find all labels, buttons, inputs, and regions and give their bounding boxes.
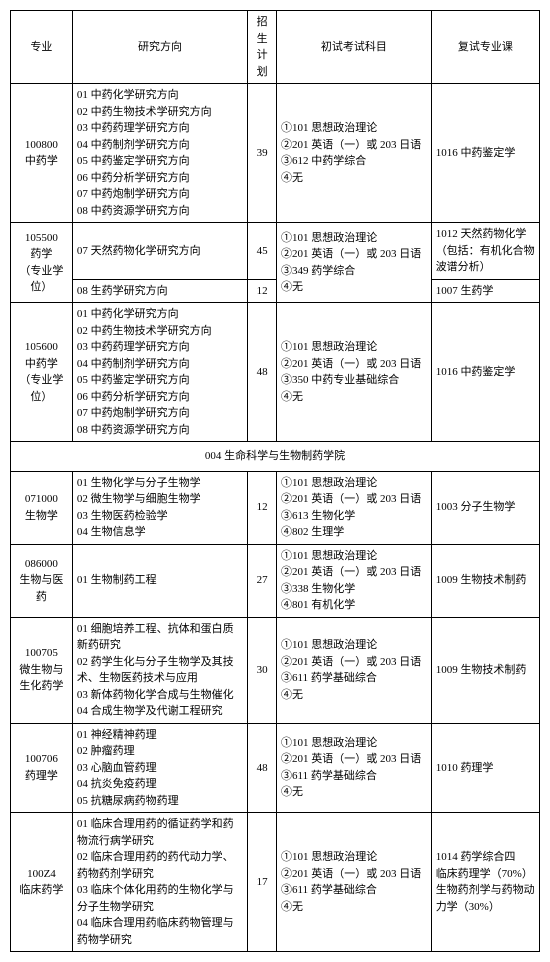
cell-major: 100800中药学 — [11, 84, 73, 223]
cell-exam: ①101 思想政治理论②201 英语（一）或 203 日语③338 生物化学④8… — [277, 544, 432, 617]
cell-direction: 01 临床合理用药的循证药学和药物流行病学研究02 临床合理用药的药代动力学、药… — [72, 813, 247, 952]
header-row: 专业 研究方向 招生计划 初试考试科目 复试专业课 — [11, 11, 540, 84]
cell-major: 100706药理学 — [11, 723, 73, 813]
cell-major: 071000生物学 — [11, 471, 73, 544]
cell-plan: 17 — [248, 813, 277, 952]
cell-course: 1014 药学综合四临床药理学（70%）生物药剂学与药物动力学（30%） — [431, 813, 539, 952]
cell-exam: ①101 思想政治理论②201 英语（一）或 203 日语③612 中药学综合④… — [277, 84, 432, 223]
table-row: 105600中药学（专业学位）01 中药化学研究方向02 中药生物技术学研究方向… — [11, 303, 540, 442]
cell-direction: 07 天然药物化学研究方向 — [72, 223, 247, 280]
table-row: 08 生药学研究方向12 1007 生药学 — [11, 279, 540, 303]
cell-direction: 01 生物制药工程 — [72, 544, 247, 617]
cell-exam: ①101 思想政治理论②201 英语（一）或 203 日语③611 药学基础综合… — [277, 617, 432, 723]
cell-plan: 27 — [248, 544, 277, 617]
cell-exam: ①101 思想政治理论②201 英语（一）或 203 日语③349 药学综合④无 — [277, 223, 432, 303]
header-major: 专业 — [11, 11, 73, 84]
table-row: 086000生物与医药01 生物制药工程27①101 思想政治理论②201 英语… — [11, 544, 540, 617]
cell-direction: 01 中药化学研究方向02 中药生物技术学研究方向03 中药药理学研究方向04 … — [72, 84, 247, 223]
cell-direction: 01 中药化学研究方向02 中药生物技术学研究方向03 中药药理学研究方向04 … — [72, 303, 247, 442]
cell-course: 1010 药理学 — [431, 723, 539, 813]
cell-plan: 39 — [248, 84, 277, 223]
cell-course: 1016 中药鉴定学 — [431, 84, 539, 223]
cell-plan: 30 — [248, 617, 277, 723]
cell-major: 100705微生物与生化药学 — [11, 617, 73, 723]
header-direction: 研究方向 — [72, 11, 247, 84]
header-plan: 招生计划 — [248, 11, 277, 84]
cell-direction: 01 神经精神药理02 肿瘤药理03 心脑血管药理04 抗炎免疫药理05 抗糖尿… — [72, 723, 247, 813]
cell-plan: 12 — [248, 471, 277, 544]
table-row: 100706药理学01 神经精神药理02 肿瘤药理03 心脑血管药理04 抗炎免… — [11, 723, 540, 813]
cell-plan: 45 — [248, 223, 277, 280]
cell-plan: 12 — [248, 279, 277, 303]
cell-major: 105500药学（专业学位） — [11, 223, 73, 303]
cell-exam: ①101 思想政治理论②201 英语（一）或 203 日语③350 中药专业基础… — [277, 303, 432, 442]
header-course: 复试专业课 — [431, 11, 539, 84]
cell-course: 1003 分子生物学 — [431, 471, 539, 544]
cell-course: 1007 生药学 — [431, 279, 539, 303]
cell-course: 1009 生物技术制药 — [431, 544, 539, 617]
table-row: 100800中药学01 中药化学研究方向02 中药生物技术学研究方向03 中药药… — [11, 84, 540, 223]
cell-major: 086000生物与医药 — [11, 544, 73, 617]
cell-direction: 08 生药学研究方向 — [72, 279, 247, 303]
cell-exam: ①101 思想政治理论②201 英语（一）或 203 日语③611 药学基础综合… — [277, 813, 432, 952]
table-row: 105500药学（专业学位）07 天然药物化学研究方向45①101 思想政治理论… — [11, 223, 540, 280]
cell-exam: ①101 思想政治理论②201 英语（一）或 203 日语③611 药学基础综合… — [277, 723, 432, 813]
cell-plan: 48 — [248, 723, 277, 813]
cell-course: 1009 生物技术制药 — [431, 617, 539, 723]
cell-plan: 48 — [248, 303, 277, 442]
cell-course: 1016 中药鉴定学 — [431, 303, 539, 442]
cell-exam: ①101 思想政治理论②201 英语（一）或 203 日语③613 生物化学④8… — [277, 471, 432, 544]
section-title: 004 生命科学与生物制药学院 — [11, 442, 540, 472]
admissions-table: 专业 研究方向 招生计划 初试考试科目 复试专业课 100800中药学01 中药… — [10, 10, 540, 952]
header-exam: 初试考试科目 — [277, 11, 432, 84]
cell-major: 105600中药学（专业学位） — [11, 303, 73, 442]
table-row: 100705微生物与生化药学01 细胞培养工程、抗体和蛋白质新药研究02 药学生… — [11, 617, 540, 723]
section-divider: 004 生命科学与生物制药学院 — [11, 442, 540, 472]
table-row: 071000生物学01 生物化学与分子生物学02 微生物学与细胞生物学03 生物… — [11, 471, 540, 544]
cell-direction: 01 细胞培养工程、抗体和蛋白质新药研究02 药学生化与分子生物学及其技术、生物… — [72, 617, 247, 723]
cell-major: 100Z4临床药学 — [11, 813, 73, 952]
cell-course: 1012 天然药物化学（包括：有机化合物波谱分析） — [431, 223, 539, 280]
cell-direction: 01 生物化学与分子生物学02 微生物学与细胞生物学03 生物医药检验学04 生… — [72, 471, 247, 544]
table-row: 100Z4临床药学01 临床合理用药的循证药学和药物流行病学研究02 临床合理用… — [11, 813, 540, 952]
